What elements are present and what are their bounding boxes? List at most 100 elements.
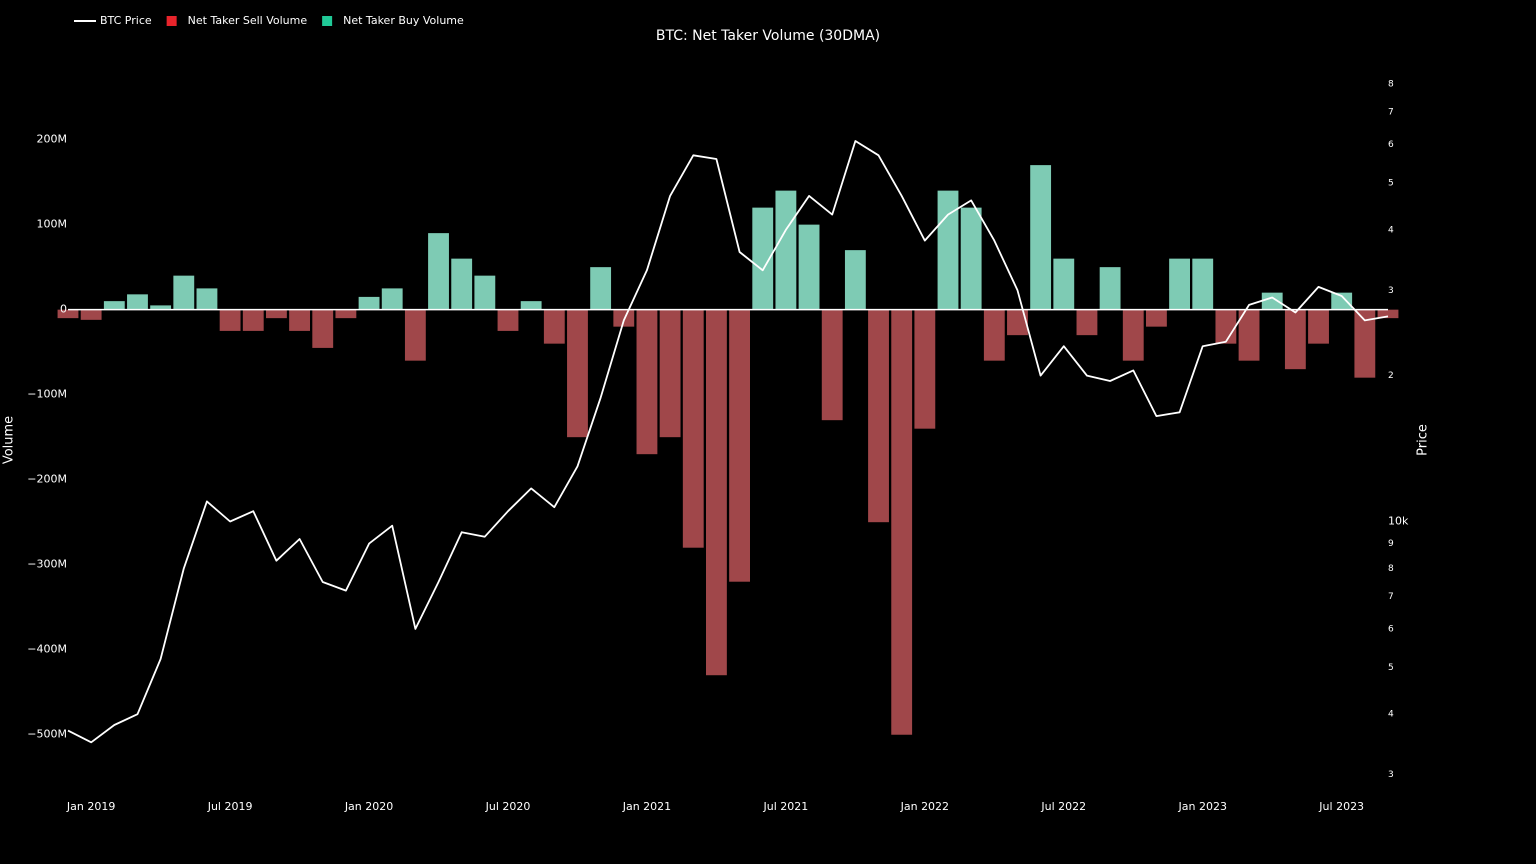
bar <box>474 275 496 310</box>
y2-tick-label: 7 <box>1388 108 1394 118</box>
bar <box>682 309 704 548</box>
legend-label: BTC Price <box>100 14 152 27</box>
legend-swatch <box>322 16 333 26</box>
bar <box>358 296 380 310</box>
bar <box>659 309 681 438</box>
x-tick-label: Jul 2019 <box>207 800 253 813</box>
bar <box>1007 309 1028 336</box>
bar <box>1215 309 1237 344</box>
bar <box>1169 258 1190 310</box>
bar <box>613 309 635 327</box>
bar <box>80 309 102 320</box>
bar <box>242 309 264 331</box>
bar <box>219 309 241 331</box>
bar <box>57 309 79 319</box>
bar <box>127 294 148 310</box>
bar <box>1122 309 1144 361</box>
price-line <box>67 140 1389 744</box>
x-tick-label: Jan 2022 <box>900 800 949 813</box>
y2-tick-label: 7 <box>1388 592 1394 602</box>
bar <box>451 258 473 310</box>
bar <box>196 288 218 310</box>
bar <box>1238 309 1260 361</box>
bar <box>381 288 403 310</box>
bar <box>497 309 519 331</box>
bar <box>1146 309 1167 327</box>
y2-tick-label: 9 <box>1388 539 1394 549</box>
y-tick-label: −200M <box>27 473 67 486</box>
bar <box>983 309 1005 361</box>
bar <box>914 309 936 429</box>
bar <box>775 190 797 310</box>
x-tick-label: Jan 2023 <box>1178 800 1227 813</box>
x-tick-label: Jan 2019 <box>66 800 115 813</box>
bar <box>1354 309 1376 378</box>
bar <box>1284 309 1306 370</box>
y-tick-label: 100M <box>37 218 68 231</box>
bar <box>150 305 172 310</box>
bar <box>520 301 542 310</box>
bar <box>729 309 750 582</box>
bar <box>173 275 195 310</box>
bar <box>821 309 843 421</box>
bar <box>937 190 959 310</box>
bar <box>1377 309 1399 319</box>
x-tick-label: Jul 2023 <box>1318 800 1364 813</box>
bar <box>706 309 727 676</box>
bar <box>404 309 426 361</box>
y-tick-label: 0 <box>60 303 67 316</box>
bar <box>798 224 820 310</box>
y-tick-label: −400M <box>27 643 67 656</box>
y2-tick-label: 5 <box>1388 663 1394 673</box>
bar <box>1099 267 1121 310</box>
bar <box>289 309 310 331</box>
bar <box>752 207 774 310</box>
legend-swatch <box>166 16 177 26</box>
x-tick-label: Jan 2021 <box>622 800 671 813</box>
y2-tick-label: 10k <box>1388 514 1409 527</box>
x-tick-label: Jul 2020 <box>485 800 531 813</box>
bar <box>1030 165 1052 310</box>
bars <box>57 165 1399 735</box>
bar <box>428 233 449 310</box>
bar <box>567 309 588 438</box>
y2-tick-label: 8 <box>1388 564 1394 574</box>
bar <box>1331 292 1353 310</box>
y-axis-title: Volume <box>2 416 17 464</box>
y2-tick-label: 6 <box>1388 140 1394 150</box>
bar <box>1261 292 1283 310</box>
bar <box>1192 258 1214 310</box>
bar <box>1053 258 1075 310</box>
y2-tick-label: 3 <box>1388 770 1394 780</box>
bar <box>1308 309 1329 344</box>
y2-tick-label: 4 <box>1388 225 1394 235</box>
bar <box>844 250 866 310</box>
y2-axis-title: Price <box>1416 424 1431 456</box>
bar <box>960 207 982 310</box>
bar <box>868 309 889 523</box>
y2-tick-label: 2 <box>1388 371 1394 381</box>
bar <box>1076 309 1098 336</box>
chart-title: BTC: Net Taker Volume (30DMA) <box>656 28 880 44</box>
bar <box>590 267 612 310</box>
bar <box>636 309 658 455</box>
legend-label: Net Taker Sell Volume <box>188 14 308 27</box>
y2-tick-label: 6 <box>1388 624 1394 634</box>
bar <box>891 309 913 735</box>
y-tick-label: −500M <box>27 728 67 741</box>
x-tick-label: Jul 2021 <box>763 800 809 813</box>
y-tick-label: 200M <box>37 133 68 146</box>
y2-tick-label: 4 <box>1388 710 1394 720</box>
y2-tick-label: 3 <box>1388 286 1394 296</box>
legend-label: Net Taker Buy Volume <box>343 14 464 27</box>
x-tick-label: Jul 2022 <box>1040 800 1086 813</box>
bar <box>335 309 357 319</box>
y-tick-label: −100M <box>27 388 67 401</box>
y2-tick-label: 5 <box>1388 178 1394 188</box>
x-tick-label: Jan 2020 <box>344 800 393 813</box>
y-tick-label: −300M <box>27 558 67 571</box>
bar <box>266 309 287 319</box>
y2-tick-label: 8 <box>1388 80 1394 90</box>
bar <box>543 309 565 344</box>
